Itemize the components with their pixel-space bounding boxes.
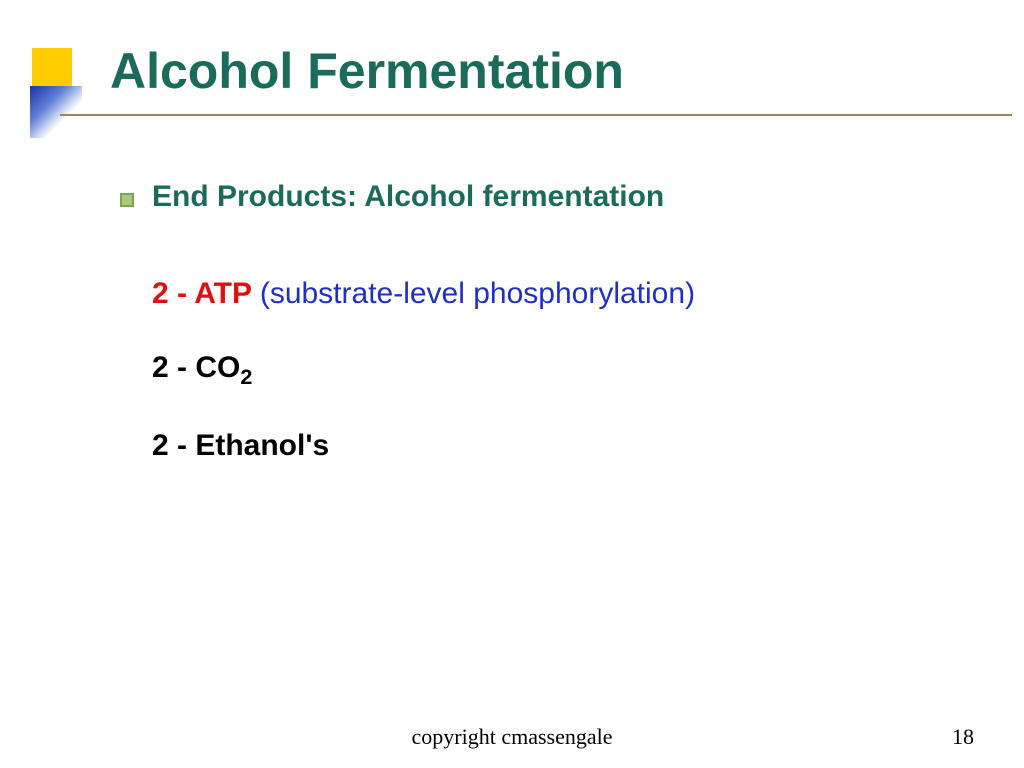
content-area: End Products: Alcohol fermentation 2 - A… [120, 180, 964, 500]
bullet-icon [120, 193, 134, 207]
bullet-text: End Products: Alcohol fermentation [152, 180, 664, 214]
bullet-row: End Products: Alcohol fermentation [120, 180, 964, 214]
atp-prefix: 2 - ATP [152, 277, 260, 310]
slide: Alcohol Fermentation End Products: Alcoh… [0, 0, 1024, 768]
title-underline [60, 114, 1012, 116]
slide-title: Alcohol Fermentation [110, 42, 624, 100]
item-ethanol: 2 - Ethanol's [152, 426, 964, 465]
footer-copyright: copyright cmassengale [0, 724, 1024, 750]
atp-detail: substrate-level phosphorylation [270, 277, 685, 310]
atp-paren-close: ) [685, 277, 695, 310]
item-atp: 2 - ATP (substrate-level phosphorylation… [152, 274, 964, 313]
co2-subscript: 2 [240, 364, 252, 389]
co2-prefix: 2 - CO [152, 351, 240, 384]
title-row: Alcohol Fermentation [0, 42, 1024, 142]
item-co2: 2 - CO2 [152, 348, 964, 391]
atp-paren-open: ( [260, 277, 270, 310]
page-number: 18 [952, 724, 974, 750]
